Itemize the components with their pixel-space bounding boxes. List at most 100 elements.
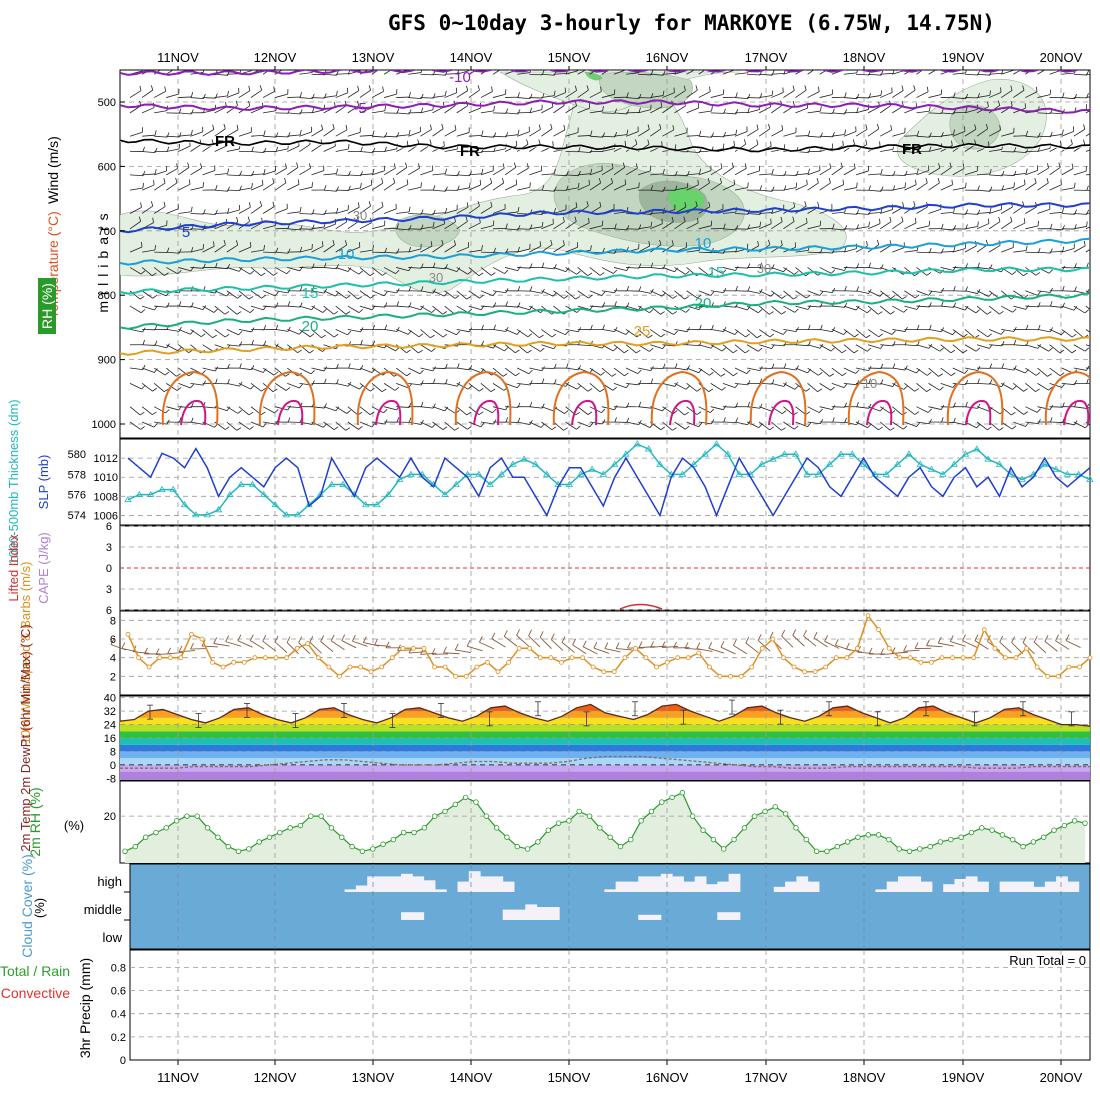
upper-wind-barb-flag [187,162,190,168]
upper-wind-barb [432,128,444,137]
upper-wind-barb [505,267,518,272]
upper-wind-barb-flag [953,246,956,252]
upper-wind-barb-flag [445,168,447,174]
upper-wind-barb [795,305,809,310]
cloud-high-cell [785,881,797,892]
upper-wind-barb-flag [1025,130,1029,136]
upper-wind-barb [504,145,517,152]
upper-wind-barb-flag [382,86,384,92]
cloud-high-cell [1044,881,1057,892]
upper-wind-barb-flag [903,308,908,313]
cloud-high-cell [706,884,718,892]
upper-wind-barb [492,167,505,176]
cloud-high-cell [626,881,639,892]
wind-speed-point [738,673,744,679]
upper-wind-barb-flag [287,301,291,307]
upper-wind-barb-flag [384,247,388,253]
cloud-middle-cell [649,914,662,920]
upper-wind-barb [710,251,724,254]
upper-wind-barb [1013,135,1027,137]
surface-wind-barb [616,648,633,651]
upper-wind-barb [940,211,954,214]
upper-wind-barb [1073,329,1085,339]
upper-wind-barb [625,167,638,176]
upper-wind-barb-flag [795,365,799,371]
upper-wind-barb-flag [829,373,835,377]
upper-wind-barb [928,251,942,254]
upper-wind-barb-flag [805,217,808,224]
upper-wind-barb [807,344,821,349]
upper-wind-barb [928,167,940,176]
upper-wind-barb [589,305,603,308]
upper-wind-barb [759,73,773,76]
upper-wind-barb-flag [684,202,687,208]
upper-wind-barb [867,128,880,137]
upper-wind-barb [976,329,988,338]
surface-wind-barb [491,638,506,648]
upper-wind-barb [395,167,408,176]
upper-wind-barb [976,223,990,230]
upper-wind-barb [1037,251,1051,254]
upper-wind-barb-flag [917,324,920,330]
upper-wind-barb [238,267,251,275]
upper-wind-barb-flag [941,327,945,332]
precip-tick-label: 0.2 [111,1032,126,1044]
upper-wind-barb-flag [941,301,944,307]
rh2m-point [1010,836,1016,843]
upper-wind-barb-flag [696,411,702,415]
upper-wind-barb-flag [346,409,351,414]
upper-wind-barb [383,383,396,391]
upper-wind-barb [843,329,855,338]
surface-wind-barb-flag [650,641,654,648]
upper-wind-barb [613,406,628,408]
upper-wind-barb-flag [735,286,738,292]
upper-wind-barb [190,228,204,230]
upper-wind-barb [650,329,662,338]
upper-wind-barb-flag [601,291,606,296]
upper-wind-barb [795,344,809,347]
upper-wind-barb [674,187,688,191]
upper-wind-barb-flag [433,262,436,268]
upper-wind-barb [613,167,625,176]
upper-wind-barb-flag [855,305,860,311]
upper-wind-barb [1013,305,1026,310]
upper-wind-barb [142,173,156,176]
upper-wind-barb-flag [406,140,409,146]
upper-wind-barb-flag [951,140,953,146]
upper-wind-barb-flag [695,201,698,207]
upper-wind-barb [553,267,566,273]
isotherm-label: 5 [182,224,190,241]
upper-wind-barb-flag [868,185,871,191]
upper-wind-barb-flag [964,305,969,311]
upper-wind-barb [662,73,676,75]
upper-wind-barb-flag [479,179,482,185]
upper-wind-barb [371,305,385,308]
rh2m-point [844,839,851,845]
surface-wind-barb-flag [627,641,631,649]
upper-wind-barb [553,73,567,75]
upper-wind-barb [638,109,651,114]
upper-wind-barb-flag [590,245,592,251]
upper-wind-barb-flag [781,410,787,415]
wind-speed-point [157,655,163,661]
upper-wind-barb [129,246,143,253]
upper-wind-barb-flag [662,90,665,96]
upper-wind-barb [783,187,797,191]
upper-wind-barb-flag [624,140,627,146]
upper-wind-barb [868,267,882,270]
upper-wind-barb-flag [575,202,578,208]
upper-wind-barb-flag [538,139,541,145]
thickness-line-point [407,470,415,477]
isotherm-label: 10 [338,246,355,263]
wind-speed-point [210,659,215,665]
cloud-middle-cell [717,912,730,920]
upper-wind-barb [928,182,940,191]
upper-wind-barb [916,182,928,191]
upper-wind-barb [263,135,277,138]
upper-wind-barb [904,173,918,176]
upper-wind-barb-flag [1071,163,1074,169]
upper-wind-barb [408,131,421,137]
upper-wind-barb-flag [828,178,831,184]
upper-wind-barb [541,173,555,176]
wind-speed-point [400,645,406,651]
